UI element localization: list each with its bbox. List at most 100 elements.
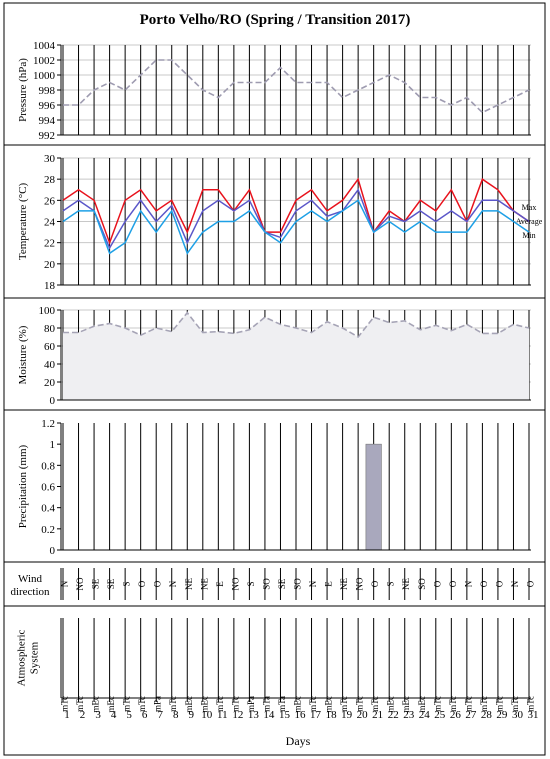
wind-cell: O — [153, 580, 163, 587]
wind-ylabel: direction — [10, 586, 50, 598]
atmos-cell: mTc — [510, 696, 520, 712]
atmos-cell: mEc — [106, 696, 116, 713]
precipitation-tick-label: 0.2 — [41, 524, 55, 536]
wind-cell: NE — [401, 578, 411, 590]
wind-cell: O — [137, 580, 147, 587]
moisture-tick-label: 20 — [44, 377, 56, 389]
atmos-cell: mTc — [479, 696, 489, 712]
precip-bar — [365, 443, 382, 551]
x-axis-label: Days — [286, 734, 311, 748]
precipitation-tick-label: 1.2 — [41, 418, 55, 430]
wind-cell: N — [308, 580, 318, 587]
legend-label-max: Max — [522, 203, 537, 212]
legend-label-min: Min — [522, 231, 535, 240]
atmos-cell: mTc — [526, 696, 536, 712]
day-tick-label: 17 — [310, 709, 322, 721]
day-tick-label: 23 — [403, 709, 415, 721]
atmos-cell: mTc — [463, 696, 473, 712]
temperature-tick-label: 26 — [44, 195, 56, 207]
temperature-tick-label: 22 — [44, 238, 55, 250]
wind-cell: SO — [261, 578, 271, 590]
wind-ylabel: Wind — [18, 573, 42, 585]
pressure-tick-label: 1002 — [33, 55, 55, 67]
panels: Pressure (hPa)992994996998100010021004Te… — [4, 40, 545, 721]
day-tick-label: 20 — [357, 709, 369, 721]
atmospheric-ylabel-line: Atmospheric — [16, 629, 28, 686]
atmos-cell: mTc — [75, 696, 85, 712]
day-tick-label: 21 — [372, 709, 383, 721]
atmos-cell: mTc — [494, 696, 504, 712]
day-tick-label: 25 — [434, 709, 446, 721]
chart-title: Porto Velho/RO (Spring / Transition 2017… — [140, 12, 411, 28]
wind-cell: O — [479, 580, 489, 587]
wind-cell: O — [432, 580, 442, 587]
precipitation-tick-label: 0 — [50, 545, 56, 557]
moisture-ylabel-line: Moisture (%) — [17, 325, 29, 384]
average-series-line — [62, 188, 530, 250]
wind-cell: S — [386, 581, 396, 586]
wind-cell: S — [246, 581, 256, 586]
wind-cell: E — [324, 581, 334, 587]
atmos-cell: mTc — [308, 696, 318, 712]
wind-cell: O — [370, 580, 380, 587]
wind-cell: NO — [75, 577, 85, 590]
atmos-cell: mTc — [122, 696, 132, 712]
wind-cell: NO — [230, 577, 240, 590]
day-tick-label: 7 — [157, 709, 163, 721]
day-tick-label: 30 — [512, 709, 524, 721]
temperature-tick-label: 20 — [44, 259, 56, 271]
temperature-tick-label: 18 — [44, 280, 56, 292]
pressure-tick-label: 992 — [39, 130, 56, 142]
atmos-cell: mTa — [277, 696, 287, 712]
atmos-cell: mEc — [184, 696, 194, 713]
wind-cell: SE — [277, 578, 287, 589]
atmos-cell: mTc — [355, 696, 365, 712]
day-tick-label: 10 — [201, 709, 213, 721]
wind-cell: SO — [417, 578, 427, 590]
precipitation-tick-label: 0.8 — [41, 460, 55, 472]
day-tick-label: 27 — [465, 709, 477, 721]
atmos-cell: mEc — [401, 696, 411, 713]
atmos-cell: mTc — [448, 696, 458, 712]
atmos-cell: mTc — [370, 696, 380, 712]
atmos-cell: mEc — [91, 696, 101, 713]
day-tick-label: 8 — [173, 709, 179, 721]
temperature-ylabel-line: Temperature (°C) — [17, 183, 29, 261]
moisture-tick-label: 0 — [50, 395, 56, 407]
day-tick-label: 5 — [126, 709, 132, 721]
precipitation-tick-label: 0.4 — [41, 503, 55, 515]
atmos-cell: mPa — [153, 696, 163, 712]
moisture-tick-label: 80 — [44, 323, 56, 335]
pressure-tick-label: 994 — [39, 115, 56, 127]
moisture-line — [63, 311, 530, 339]
pressure-line — [63, 59, 530, 114]
atmos-cell: mTc — [60, 696, 70, 712]
wind-cell: SE — [91, 578, 101, 589]
day-tick-label: 3 — [95, 709, 101, 721]
day-tick-label: 24 — [419, 709, 431, 721]
atmos-cell: mTa — [261, 696, 271, 712]
day-tick-label: 31 — [528, 709, 539, 721]
day-tick-label: 9 — [189, 709, 195, 721]
atmospheric-ylabel-line: System — [29, 641, 41, 674]
min-series-line — [62, 199, 530, 255]
day-tick-label: 16 — [295, 709, 307, 721]
temperature-tick-label: 30 — [44, 153, 56, 165]
legend-label-average: Average — [516, 217, 543, 226]
moisture-tick-label: 60 — [44, 341, 56, 353]
day-tick-label: 14 — [263, 709, 275, 721]
max-series-line — [62, 177, 530, 245]
day-tick-label: 11 — [217, 709, 228, 721]
wind-cell: SE — [106, 578, 116, 589]
temperature-ylabel: Temperature (°C) — [17, 183, 29, 261]
day-tick-label: 19 — [341, 709, 353, 721]
precipitation-ylabel-line: Precipitation (mm) — [17, 444, 29, 528]
day-tick-label: 18 — [326, 709, 338, 721]
atmos-cell: mTc — [215, 696, 225, 712]
wind-cell: N — [60, 580, 70, 587]
wind-cell: O — [448, 580, 458, 587]
atmos-cell: mTc — [339, 696, 349, 712]
temperature-tick-label: 24 — [44, 217, 56, 229]
wind-cell: SO — [293, 578, 303, 590]
